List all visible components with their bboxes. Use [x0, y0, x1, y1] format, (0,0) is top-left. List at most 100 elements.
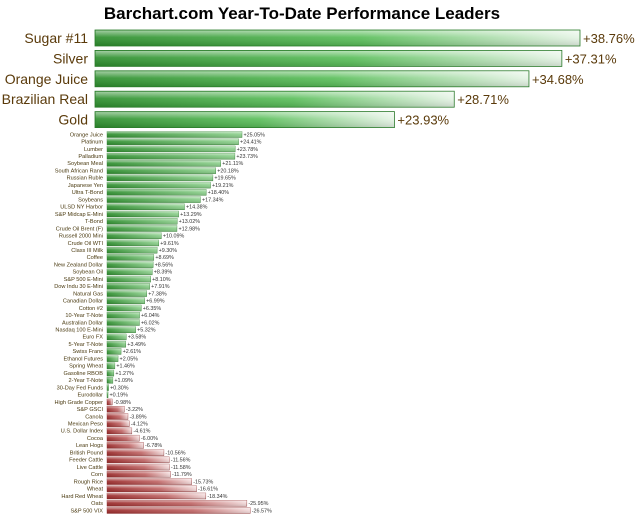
row-value-label: -6.78% — [145, 443, 162, 449]
bar-gloss — [107, 182, 211, 189]
row-value-label: +25.05% — [244, 132, 266, 138]
bar-gloss — [107, 420, 130, 427]
bar-gloss — [107, 435, 140, 442]
row-value-label: +19.65% — [214, 176, 236, 182]
row-label: Gasoline RBOB — [64, 371, 104, 377]
row-label: Spring Wheat — [69, 364, 103, 370]
row-label: 30-Day Fed Funds — [57, 385, 104, 391]
row-value-label: +1.09% — [114, 378, 133, 384]
data-row: U.S. Dollar Index -4.61% — [61, 427, 151, 435]
data-row: Euro FX +3.58% — [82, 333, 146, 341]
row-label: Crude Oil Brent (F) — [56, 226, 103, 232]
row-value-label: +21.11% — [222, 161, 243, 167]
bar-gloss — [107, 225, 177, 232]
data-row: 2-Year T-Note +1.09% — [68, 377, 133, 384]
bar-gloss — [107, 485, 197, 492]
bar-gloss — [107, 145, 236, 152]
row-label: S&P 500 VIX — [70, 508, 103, 514]
row-label: Orange Juice — [70, 132, 103, 138]
row-value-label: +13.02% — [179, 219, 201, 225]
data-row: New Zealand Dollar +8.56% — [54, 261, 173, 268]
row-label: S&P Midcap E-Mini — [55, 212, 103, 218]
row-label: Platinum — [81, 140, 103, 146]
row-value-label: +2.05% — [120, 356, 139, 362]
bar-gloss — [107, 239, 159, 246]
data-row: 10-Year T-Note +6.04% — [65, 312, 160, 319]
row-label: Live Cattle — [77, 465, 103, 471]
leader-row: Orange Juice +34.68% — [5, 70, 584, 88]
bar-gloss — [107, 305, 142, 312]
row-label: Ethanol Futures — [64, 356, 104, 362]
row-value-label: -11.79% — [172, 472, 192, 478]
leader-value-label: +34.68% — [532, 72, 584, 87]
leader-value-label: +28.71% — [457, 92, 509, 107]
data-row: Russian Ruble +19.65% — [67, 174, 236, 182]
data-row: Crude Oil Brent (F) +12.98% — [56, 225, 200, 232]
chart-title: Barchart.com Year-To-Date Performance Le… — [104, 4, 500, 23]
row-label: Feeder Cattle — [69, 458, 103, 464]
row-value-label: +19.21% — [212, 183, 234, 189]
data-row: British Pound -10.56% — [70, 449, 186, 456]
row-label: Class III Milk — [71, 248, 103, 254]
bar-gloss — [107, 232, 162, 239]
row-label: Nasdaq 100 E-Mini — [55, 328, 103, 334]
bar-gloss — [107, 268, 153, 275]
bar-gloss — [107, 131, 242, 138]
row-label: Euro FX — [82, 335, 103, 341]
row-value-label: +6.99% — [146, 299, 165, 305]
row-value-label: -11.56% — [171, 458, 191, 464]
row-value-label: +13.29% — [180, 212, 202, 218]
row-label: Australian Dollar — [62, 320, 103, 326]
row-value-label: +3.49% — [127, 342, 146, 348]
row-value-label: +9.61% — [160, 241, 179, 247]
leaders-bars: Sugar #11 +38.76% Silver +37.31% Orange Juic… — [2, 29, 635, 128]
data-row: Cocoa -6.00% — [87, 434, 158, 442]
row-value-label: +14.38% — [186, 205, 208, 211]
row-label: Soybean Oil — [73, 270, 103, 276]
row-label: 5-Year T-Note — [68, 342, 103, 348]
bar-gloss — [107, 160, 221, 167]
row-value-label: +1.27% — [115, 371, 134, 377]
bar-gloss — [107, 442, 144, 449]
data-row: S&P 500 E-Mini +8.10% — [64, 275, 171, 283]
data-row: ULSD NY Harbor +14.38% — [60, 203, 208, 211]
data-row: S&P Midcap E-Mini +13.29% — [55, 210, 202, 218]
data-row: Lumber +23.78% — [84, 145, 259, 153]
row-label: Japanese Yen — [68, 183, 103, 189]
row-label: Eurodollar — [78, 393, 104, 399]
row-label: Oats — [91, 501, 103, 507]
row-value-label: +1.46% — [116, 364, 135, 370]
row-value-label: -3.22% — [126, 407, 143, 413]
row-value-label: +0.19% — [110, 393, 129, 399]
row-label: Natural Gas — [73, 291, 103, 297]
bar-gloss — [107, 493, 206, 499]
row-label: Crude Oil WTI — [68, 241, 104, 247]
bar-gloss — [107, 218, 178, 225]
data-row: Corn -11.79% — [91, 471, 192, 478]
bar-gloss — [107, 319, 140, 326]
bar-gloss — [107, 456, 170, 463]
bar-gloss — [107, 449, 164, 456]
data-row: Soybean Meal +21.11% — [67, 160, 244, 167]
row-label: 2-Year T-Note — [68, 378, 103, 384]
row-label: S&P 500 E-Mini — [64, 277, 103, 283]
bar-gloss — [107, 261, 154, 268]
bar-gloss — [107, 500, 247, 507]
row-label: Wheat — [87, 487, 104, 493]
row-label: Hard Red Wheat — [61, 494, 103, 500]
row-value-label: +6.35% — [143, 306, 162, 312]
bar-gloss — [107, 478, 192, 485]
bar-gloss — [107, 283, 150, 290]
row-label: S&P GSCI — [77, 407, 104, 413]
row-value-label: +23.78% — [237, 147, 259, 153]
bar-gloss — [107, 290, 147, 297]
bar-gloss — [107, 138, 239, 145]
row-label: Rough Rice — [74, 479, 103, 485]
row-value-label: +5.32% — [137, 328, 156, 334]
bar-gloss — [107, 254, 154, 261]
data-row: Live Cattle -11.58% — [77, 463, 191, 471]
leader-bar-gloss — [95, 91, 454, 107]
row-value-label: -0.98% — [114, 400, 131, 406]
bar-gloss — [107, 370, 114, 377]
data-row: Platinum +24.41% — [81, 138, 262, 146]
